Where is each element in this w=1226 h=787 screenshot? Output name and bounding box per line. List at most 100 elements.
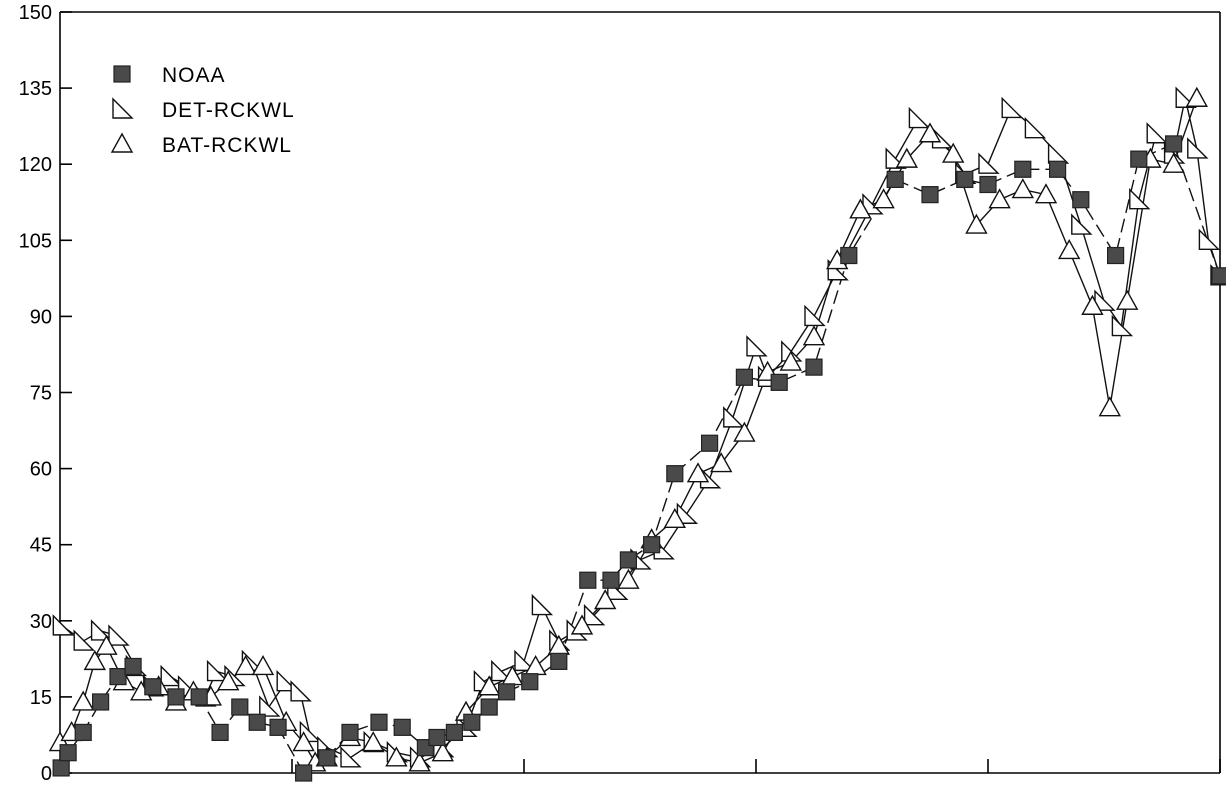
data-point-det-rckwl xyxy=(1129,188,1151,210)
legend-marker-det-rckwl xyxy=(112,97,134,119)
data-point-det-rckwl xyxy=(52,614,75,636)
data-point-noaa xyxy=(52,759,70,777)
data-point-bat-rckwl xyxy=(1185,86,1208,107)
data-point-bat-rckwl xyxy=(779,350,802,371)
y-tick-label: 120 xyxy=(19,154,52,176)
data-point-bat-rckwl xyxy=(251,655,275,676)
data-point-det-rckwl xyxy=(1071,213,1093,235)
data-point-bat-rckwl xyxy=(1081,294,1104,315)
legend-marker-noaa xyxy=(113,65,131,83)
data-point-bat-rckwl xyxy=(802,325,826,346)
data-point-det-rckwl xyxy=(746,335,768,357)
legend-marker-bat-rckwl xyxy=(110,132,134,153)
data-point-noaa xyxy=(1164,135,1183,153)
data-point-noaa xyxy=(805,358,823,376)
legend: NOAA DET-RCKWL BAT-RCKWL xyxy=(110,64,294,157)
data-point-noaa xyxy=(190,688,208,706)
y-tick-label: 75 xyxy=(30,383,52,405)
data-point-det-rckwl xyxy=(259,695,281,717)
data-point-det-rckwl xyxy=(340,746,362,768)
data-point-noaa xyxy=(480,698,498,716)
data-point-det-rckwl xyxy=(290,680,312,702)
data-point-bat-rckwl xyxy=(663,507,686,529)
data-point-det-rckwl xyxy=(978,152,1000,174)
data-point-det-rckwl xyxy=(583,604,606,626)
data-point-bat-rckwl xyxy=(234,655,257,676)
y-tick-label: 135 xyxy=(19,78,52,100)
data-point-bat-rckwl xyxy=(362,731,385,752)
y-tick-label: 45 xyxy=(30,535,52,557)
data-point-bat-rckwl xyxy=(431,741,454,762)
data-point-noaa xyxy=(1130,150,1148,168)
data-point-noaa xyxy=(921,186,939,204)
data-point-noaa xyxy=(886,170,904,189)
data-point-noaa xyxy=(700,434,719,452)
data-point-bat-rckwl xyxy=(1011,178,1034,199)
y-tick-label: 105 xyxy=(19,230,52,252)
data-point-det-rckwl xyxy=(108,624,130,646)
data-point-noaa xyxy=(167,688,185,706)
data-point-noaa xyxy=(619,551,638,569)
data-point-noaa xyxy=(521,673,539,691)
data-point-bat-rckwl xyxy=(1098,396,1121,417)
data-point-noaa xyxy=(248,713,266,731)
data-point-noaa xyxy=(124,657,142,676)
data-point-noaa xyxy=(735,368,754,386)
data-point-noaa xyxy=(1072,191,1090,209)
y-tick-label: 60 xyxy=(30,459,52,481)
data-point-bat-rckwl xyxy=(942,142,965,163)
axes xyxy=(59,11,1221,774)
data-point-noaa xyxy=(579,571,597,589)
data-point-bat-rckwl xyxy=(570,614,594,635)
data-point-noaa xyxy=(463,713,481,731)
data-point-det-rckwl xyxy=(1111,314,1134,337)
y-tick-label: 0 xyxy=(41,763,52,785)
data-point-noaa xyxy=(956,170,974,189)
data-point-bat-rckwl xyxy=(385,746,408,767)
data-point-noaa xyxy=(211,723,229,742)
data-point-noaa xyxy=(393,718,411,736)
data-point-det-rckwl xyxy=(1047,142,1070,164)
data-point-bat-rckwl xyxy=(292,731,315,752)
data-point-noaa xyxy=(318,749,336,767)
data-point-bat-rckwl xyxy=(1034,183,1058,204)
data-point-noaa xyxy=(1211,267,1226,285)
data-point-noaa xyxy=(666,465,684,483)
data-point-noaa xyxy=(642,536,661,554)
data-point-noaa xyxy=(550,652,568,670)
data-point-noaa xyxy=(370,713,388,731)
data-point-bat-rckwl xyxy=(710,452,733,473)
data-point-noaa xyxy=(445,723,463,742)
data-point-bat-rckwl xyxy=(408,751,431,772)
y-tick-label: 30 xyxy=(30,611,52,633)
data-point-det-rckwl xyxy=(206,659,229,682)
data-point-bat-rckwl xyxy=(895,147,918,168)
data-point-bat-rckwl xyxy=(965,213,988,234)
data-point-bat-rckwl xyxy=(988,188,1011,209)
data-point-det-rckwl xyxy=(1198,228,1221,251)
data-point-noaa xyxy=(770,373,788,391)
data-point-bat-rckwl xyxy=(617,568,640,589)
series-markers xyxy=(48,86,1226,782)
data-point-noaa xyxy=(1048,160,1067,178)
data-point-noaa xyxy=(59,744,77,762)
y-tick-label: 15 xyxy=(30,687,52,709)
data-point-bat-rckwl xyxy=(872,188,895,209)
data-point-noaa xyxy=(979,175,997,194)
data-point-det-rckwl xyxy=(723,406,745,428)
data-point-bat-rckwl xyxy=(1116,289,1139,310)
data-point-det-rckwl xyxy=(1187,137,1209,159)
data-point-det-rckwl xyxy=(531,593,554,616)
data-point-bat-rckwl xyxy=(849,198,872,219)
data-point-noaa xyxy=(840,246,858,265)
data-point-noaa xyxy=(144,678,162,696)
data-point-det-rckwl xyxy=(491,659,513,682)
y-tick-label: 150 xyxy=(19,2,52,24)
data-point-bat-rckwl xyxy=(72,690,95,711)
legend-label-bat-rckwl: BAT-RCKWL xyxy=(162,134,292,157)
data-point-det-rckwl xyxy=(1024,116,1047,139)
legend-label-noaa: NOAA xyxy=(162,64,226,87)
data-point-det-rckwl xyxy=(160,664,182,687)
data-point-noaa xyxy=(602,571,620,589)
